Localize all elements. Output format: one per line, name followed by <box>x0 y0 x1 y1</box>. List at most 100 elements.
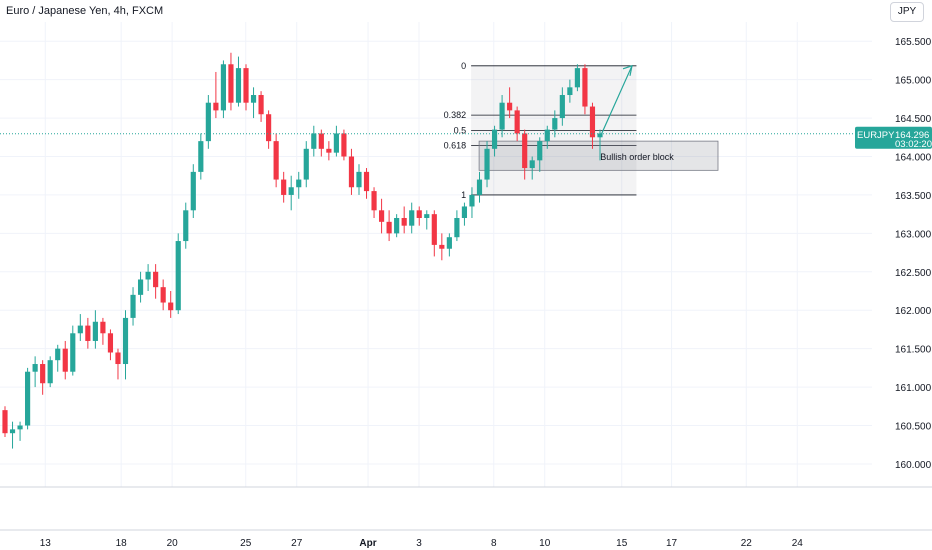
candle-body <box>303 148 309 180</box>
candle <box>130 287 136 326</box>
x-tick-label: 3 <box>416 538 422 549</box>
candle-body <box>318 133 324 149</box>
candle-body <box>160 287 166 303</box>
candle <box>122 310 129 380</box>
price-axis: 165.500 165.000 164.500 164.000 163.500 163.0… <box>895 37 932 471</box>
candle-body <box>386 221 392 234</box>
candle-body <box>205 102 211 142</box>
candle-body <box>70 333 76 372</box>
candle-body <box>266 114 272 142</box>
candle-body <box>394 217 400 234</box>
candle-body <box>469 194 475 207</box>
candle-body <box>115 352 121 365</box>
candle-body <box>228 64 234 103</box>
fib-level-label: 0.618 <box>444 141 467 151</box>
candle <box>589 102 596 149</box>
candle-body <box>537 141 543 161</box>
candle-body <box>326 148 332 153</box>
candle-body <box>258 95 264 115</box>
candle <box>70 325 76 376</box>
candle-body <box>137 279 144 295</box>
fib-retracement: 0 0.382 0.5 0.618 1 <box>444 61 637 200</box>
candle-body <box>514 110 520 134</box>
price-tag-box <box>855 126 932 149</box>
candle <box>266 110 272 149</box>
x-tick-label: 17 <box>666 538 678 549</box>
candle-body <box>25 371 31 426</box>
candle <box>311 125 317 157</box>
candle-body <box>522 133 528 169</box>
x-tick-label: 8 <box>491 538 497 549</box>
candle-body <box>597 133 603 138</box>
order-block-zone: Bullish order block <box>478 140 719 171</box>
y-tick-label: 164.000 <box>895 153 932 164</box>
candle <box>386 210 392 242</box>
candle-body <box>17 425 23 430</box>
candle <box>190 164 196 218</box>
candle <box>514 106 520 142</box>
candle-body <box>378 210 385 222</box>
candle-body <box>47 360 53 384</box>
candle-body <box>507 102 513 111</box>
candle <box>17 421 23 441</box>
candle-body <box>32 364 38 372</box>
candle-body <box>153 271 159 288</box>
candle-body <box>220 64 227 111</box>
grid-layer <box>0 22 932 531</box>
candle <box>220 60 227 119</box>
candle-body <box>183 210 189 242</box>
candle-body <box>363 171 370 192</box>
y-tick-label: 162.500 <box>895 268 932 279</box>
candle <box>77 314 83 341</box>
candle-body <box>190 171 196 211</box>
candle <box>25 367 31 430</box>
candle <box>273 133 279 188</box>
candle-body <box>348 156 355 188</box>
candle-body <box>552 118 558 130</box>
candle-body <box>544 129 550 142</box>
candle <box>62 340 68 380</box>
candle-body <box>288 187 294 195</box>
candle <box>378 198 385 234</box>
candle <box>491 125 498 157</box>
candle <box>326 141 332 161</box>
candle-body <box>461 206 468 218</box>
candle-body <box>476 179 483 195</box>
candle <box>499 95 505 138</box>
candle <box>454 210 460 242</box>
candle <box>522 129 528 180</box>
candle <box>55 344 61 372</box>
candle-body <box>559 95 565 119</box>
candle <box>92 310 98 349</box>
x-tick-label: 27 <box>291 538 303 549</box>
candle <box>115 348 121 380</box>
candle <box>394 214 400 238</box>
y-tick-label: 163.500 <box>895 191 932 202</box>
fib-level-label: 1 <box>461 190 466 200</box>
price-tag: EURJPY 164.296 03:02:20 <box>855 126 932 150</box>
candles-layer <box>2 52 603 449</box>
candle <box>552 110 558 138</box>
candle-body <box>198 141 204 172</box>
candle <box>484 141 490 188</box>
candle <box>100 317 106 345</box>
candle <box>243 64 249 111</box>
candle <box>582 64 588 115</box>
candle-body <box>416 210 422 218</box>
candle <box>439 233 445 261</box>
candle <box>168 291 174 318</box>
candle <box>507 87 513 119</box>
candle <box>574 64 580 92</box>
candle-body <box>582 68 588 107</box>
candle <box>363 168 370 199</box>
candle-body <box>296 179 302 188</box>
candle-body <box>371 191 377 211</box>
candle-body <box>333 133 339 153</box>
candle-body <box>175 241 181 311</box>
candle-body <box>454 217 460 238</box>
candle-body <box>55 348 61 361</box>
candle <box>228 52 234 111</box>
currency-button[interactable]: JPY <box>890 2 924 22</box>
candle <box>476 171 483 203</box>
